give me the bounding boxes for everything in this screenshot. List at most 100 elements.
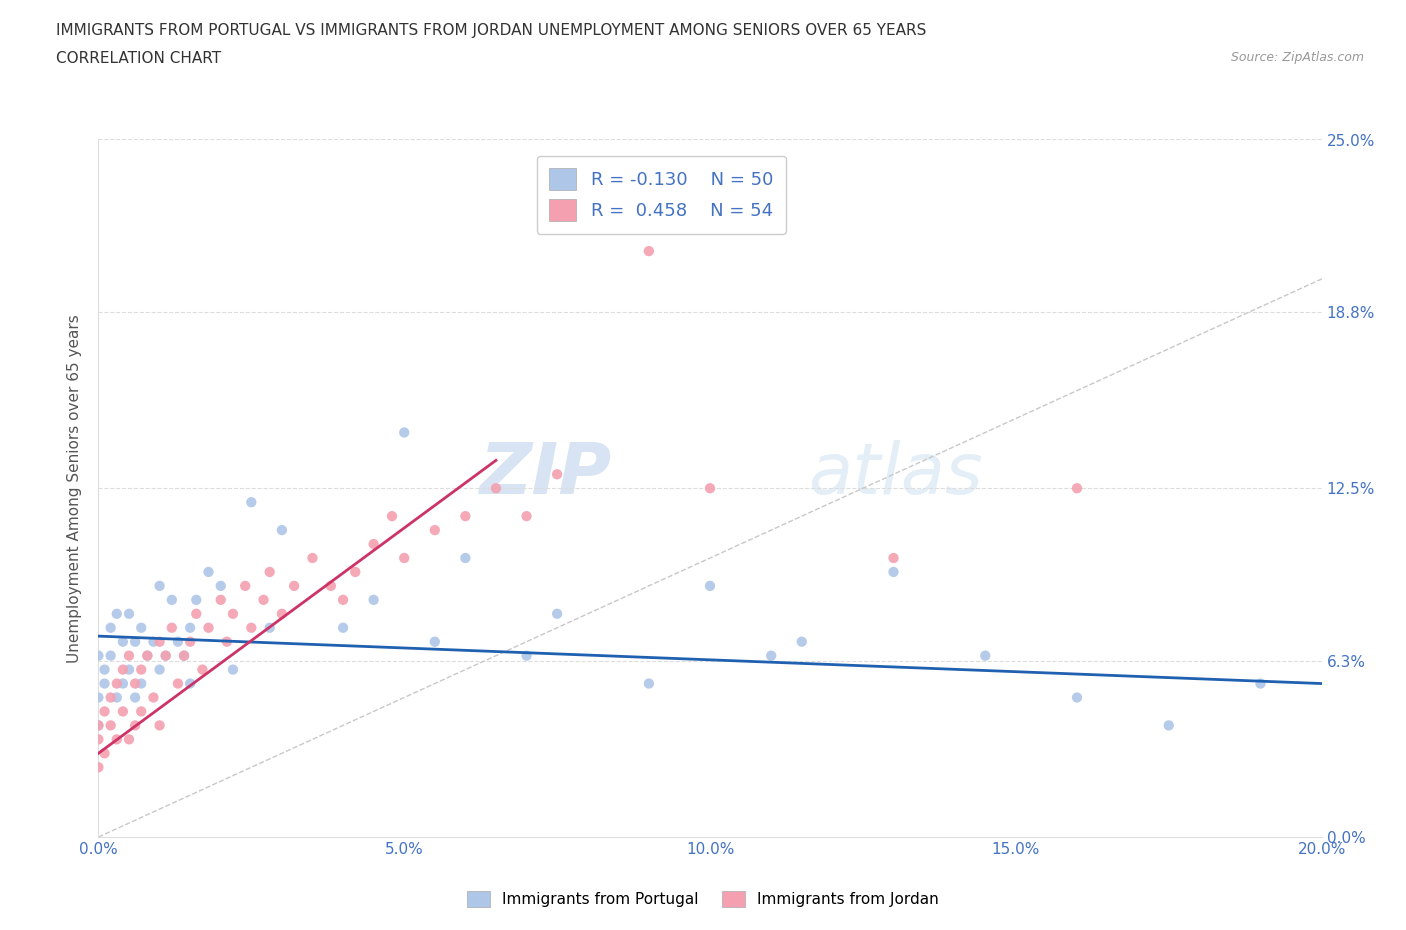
Point: [105, 676, 128, 691]
Point: [392, 425, 416, 440]
Point: [240, 495, 263, 510]
Point: [974, 648, 997, 663]
Point: [124, 718, 146, 733]
Point: [160, 592, 183, 607]
Point: [118, 732, 141, 747]
Point: [363, 537, 385, 551]
Point: [283, 578, 305, 593]
Point: [222, 662, 245, 677]
Point: [167, 676, 190, 691]
Point: [546, 467, 568, 482]
Point: [179, 620, 201, 635]
Point: [111, 676, 134, 691]
Point: [790, 634, 813, 649]
Point: [215, 634, 238, 649]
Y-axis label: Unemployment Among Seniors over 65 years: Unemployment Among Seniors over 65 years: [67, 314, 83, 662]
Point: [191, 662, 214, 677]
Point: [270, 606, 292, 621]
Point: [118, 648, 141, 663]
Point: [233, 578, 256, 593]
Point: [105, 732, 128, 747]
Point: [100, 648, 122, 663]
Legend: Immigrants from Portugal, Immigrants from Jordan: Immigrants from Portugal, Immigrants fro…: [461, 884, 945, 913]
Point: [129, 662, 152, 677]
Point: [1157, 718, 1180, 733]
Point: [124, 676, 146, 691]
Point: [423, 523, 446, 538]
Point: [699, 481, 721, 496]
Point: [93, 662, 115, 677]
Text: atlas: atlas: [808, 440, 983, 509]
Point: [883, 565, 905, 579]
Point: [197, 620, 219, 635]
Point: [883, 551, 905, 565]
Point: [546, 606, 568, 621]
Point: [485, 481, 508, 496]
Point: [111, 662, 134, 677]
Point: [87, 718, 110, 733]
Point: [516, 509, 538, 524]
Point: [332, 592, 354, 607]
Point: [516, 648, 538, 663]
Point: [1249, 676, 1271, 691]
Point: [259, 565, 281, 579]
Point: [100, 718, 122, 733]
Point: [111, 704, 134, 719]
Point: [381, 509, 404, 524]
Point: [222, 606, 245, 621]
Point: [1066, 690, 1088, 705]
Point: [209, 578, 232, 593]
Point: [149, 634, 172, 649]
Point: [100, 690, 122, 705]
Point: [252, 592, 274, 607]
Point: [186, 606, 208, 621]
Point: [344, 565, 367, 579]
Point: [637, 676, 661, 691]
Point: [111, 634, 134, 649]
Point: [699, 578, 721, 593]
Point: [142, 690, 165, 705]
Point: [136, 648, 159, 663]
Point: [87, 732, 110, 747]
Point: [87, 648, 110, 663]
Point: [270, 523, 292, 538]
Point: [392, 551, 416, 565]
Point: [93, 746, 115, 761]
Point: [87, 690, 110, 705]
Point: [319, 578, 342, 593]
Text: Source: ZipAtlas.com: Source: ZipAtlas.com: [1230, 51, 1364, 64]
Text: ZIP: ZIP: [479, 440, 612, 509]
Point: [129, 620, 152, 635]
Point: [301, 551, 323, 565]
Point: [118, 662, 141, 677]
Point: [93, 676, 115, 691]
Point: [637, 244, 661, 259]
Point: [363, 592, 385, 607]
Text: IMMIGRANTS FROM PORTUGAL VS IMMIGRANTS FROM JORDAN UNEMPLOYMENT AMONG SENIORS OV: IMMIGRANTS FROM PORTUGAL VS IMMIGRANTS F…: [56, 23, 927, 38]
Point: [155, 648, 177, 663]
Point: [129, 676, 152, 691]
Point: [423, 634, 446, 649]
Point: [124, 634, 146, 649]
Point: [160, 620, 183, 635]
Point: [454, 509, 477, 524]
Point: [87, 760, 110, 775]
Point: [173, 648, 195, 663]
Point: [179, 676, 201, 691]
Point: [186, 592, 208, 607]
Point: [240, 620, 263, 635]
Text: CORRELATION CHART: CORRELATION CHART: [56, 51, 221, 66]
Point: [167, 634, 190, 649]
Point: [105, 690, 128, 705]
Point: [93, 704, 115, 719]
Point: [332, 620, 354, 635]
Point: [173, 648, 195, 663]
Point: [149, 578, 172, 593]
Point: [759, 648, 782, 663]
Point: [179, 634, 201, 649]
Point: [136, 648, 159, 663]
Point: [124, 690, 146, 705]
Point: [100, 620, 122, 635]
Point: [197, 565, 219, 579]
Point: [209, 592, 232, 607]
